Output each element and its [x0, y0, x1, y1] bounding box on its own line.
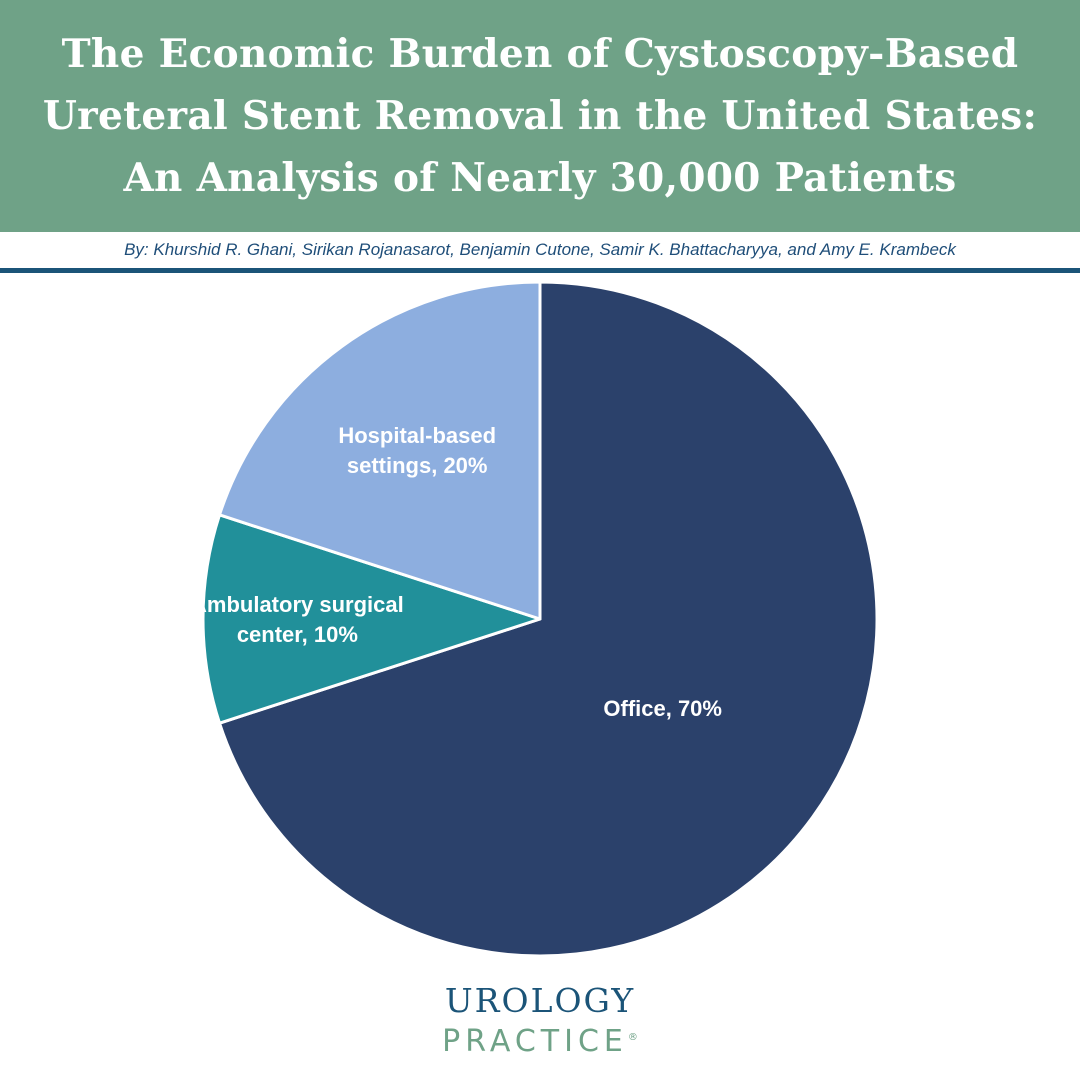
registered-mark: ®: [627, 1032, 638, 1043]
pie-label-line: Ambulatory surgical: [191, 592, 404, 617]
pie-label-line: center, 10%: [237, 622, 358, 647]
author-byline: By: Khurshid R. Ghani, Sirikan Rojanasar…: [124, 240, 956, 259]
title-line-1: The Economic Burden of Cystoscopy-Based: [61, 31, 1019, 77]
divider-rule: [0, 268, 1080, 273]
pie-label-ambulatory-surgical-center: Ambulatory surgical center, 10%: [191, 592, 404, 647]
pie-slice-office: [217, 280, 879, 958]
logo-wordmark-urology: UROLOGY: [444, 981, 636, 1020]
pie-label-line: settings, 20%: [347, 453, 488, 478]
logo-practice-text: PRACTICE: [442, 1024, 628, 1059]
pie-slice-hospital-based-settings: [217, 280, 542, 621]
title-line-3: An Analysis of Nearly 30,000 Patients: [123, 155, 957, 201]
urology-practice-logo: UROLOGY PRACTICE®: [0, 982, 1080, 1060]
pie-slice-ambulatory-surgical-center: [201, 513, 542, 725]
title-line-2: Ureteral Stent Removal in the United Sta…: [42, 93, 1038, 139]
pie-chart-svg: Office, 70% Ambulatory surgical center, 10…: [191, 280, 879, 958]
logo-wordmark-practice: PRACTICE®: [0, 1020, 1080, 1060]
header-band: The Economic Burden of Cystoscopy-Based …: [0, 0, 1080, 232]
pie-label-hospital-based-settings: Hospital-based settings, 20%: [338, 423, 496, 478]
pie-chart: Office, 70% Ambulatory surgical center, 10…: [0, 273, 1080, 973]
pie-label-office: Office, 70%: [603, 696, 722, 721]
pie-label-line: Office, 70%: [603, 696, 722, 721]
pie-label-line: Hospital-based: [338, 423, 496, 448]
